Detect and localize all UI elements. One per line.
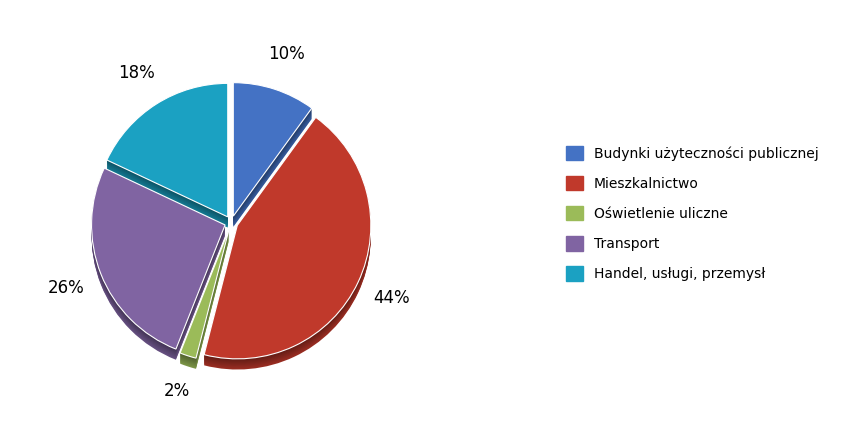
Wedge shape [92,173,225,353]
Wedge shape [204,127,371,368]
Wedge shape [204,119,371,360]
Wedge shape [180,232,230,362]
Wedge shape [180,229,230,358]
Wedge shape [92,174,225,355]
Wedge shape [180,230,230,359]
Wedge shape [233,85,312,218]
Wedge shape [180,233,230,363]
Wedge shape [107,88,228,221]
Wedge shape [107,89,228,222]
Wedge shape [233,89,312,222]
Wedge shape [233,88,312,222]
Wedge shape [107,93,228,227]
Wedge shape [204,121,371,362]
Legend: Budynki użyteczności publicznej, Mieszkalnictwo, Oświetlenie uliczne, Transport,: Budynki użyteczności publicznej, Mieszka… [559,139,826,288]
Wedge shape [92,179,225,360]
Wedge shape [233,90,312,223]
Wedge shape [233,93,312,226]
Wedge shape [107,86,228,219]
Wedge shape [107,89,228,223]
Wedge shape [92,169,225,350]
Wedge shape [180,239,230,369]
Wedge shape [107,85,228,218]
Text: 2%: 2% [163,382,189,400]
Wedge shape [233,86,312,220]
Wedge shape [233,85,312,219]
Wedge shape [92,178,225,359]
Wedge shape [180,234,230,364]
Wedge shape [92,174,225,354]
Wedge shape [204,126,371,368]
Wedge shape [204,124,371,365]
Text: 18%: 18% [118,64,155,81]
Wedge shape [92,172,225,352]
Wedge shape [204,122,371,363]
Wedge shape [233,93,312,227]
Wedge shape [204,125,371,366]
Wedge shape [204,128,371,369]
Wedge shape [92,176,225,357]
Wedge shape [233,91,312,224]
Wedge shape [233,83,312,216]
Wedge shape [204,125,371,367]
Wedge shape [107,92,228,226]
Wedge shape [204,117,371,359]
Wedge shape [92,170,225,351]
Wedge shape [180,231,230,360]
Text: 44%: 44% [373,289,410,307]
Wedge shape [233,87,312,221]
Wedge shape [180,236,230,365]
Wedge shape [92,168,225,349]
Wedge shape [204,120,371,361]
Wedge shape [233,92,312,225]
Wedge shape [92,171,225,352]
Wedge shape [180,239,230,368]
Text: 26%: 26% [48,279,85,297]
Wedge shape [107,91,228,225]
Wedge shape [180,238,230,367]
Wedge shape [180,237,230,366]
Wedge shape [107,83,228,217]
Wedge shape [107,87,228,220]
Wedge shape [233,84,312,217]
Wedge shape [107,84,228,218]
Wedge shape [204,123,371,364]
Wedge shape [180,231,230,361]
Wedge shape [204,118,371,360]
Wedge shape [107,90,228,224]
Wedge shape [107,94,228,227]
Text: 10%: 10% [267,44,304,63]
Wedge shape [180,235,230,364]
Wedge shape [92,177,225,358]
Wedge shape [92,175,225,356]
